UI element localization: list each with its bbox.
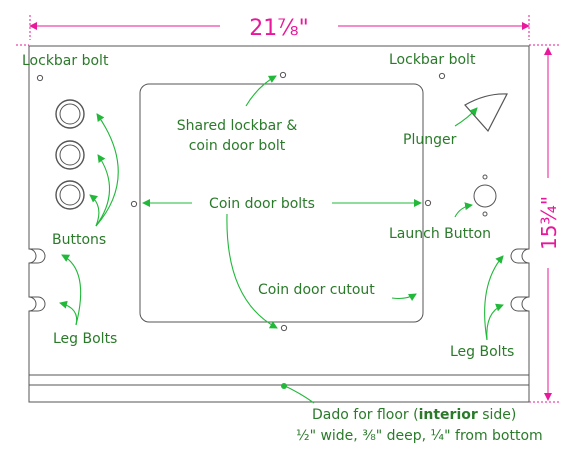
label-dado-line2: ½" wide, ⅜" deep, ¼" from bottom xyxy=(296,428,543,444)
width-dimension: 21⅞" xyxy=(29,15,530,41)
label-buttons: Buttons xyxy=(52,232,106,248)
leader-cutout xyxy=(391,293,417,302)
plunger-cutout xyxy=(464,93,508,133)
label-shared-line2: coin door bolt xyxy=(189,138,286,154)
leader-leg-right-top xyxy=(484,255,504,341)
leader-lines xyxy=(59,75,504,404)
label-lockbar-left: Lockbar bolt xyxy=(22,53,109,69)
coin-door-bolt-bottom-hole xyxy=(280,324,288,332)
leader-launch xyxy=(454,202,473,218)
leg-slot-right-bottom xyxy=(510,296,529,312)
dado-marker-dot xyxy=(281,383,287,389)
shared-bolt-hole xyxy=(279,71,287,79)
leader-button-top xyxy=(95,113,119,227)
leader-leg-right-bottom xyxy=(486,303,504,341)
button-middle xyxy=(55,140,85,170)
flipper-buttons xyxy=(55,99,85,210)
bolt-holes xyxy=(36,71,446,332)
lockbar-bolt-right-hole xyxy=(438,72,446,80)
label-plunger: Plunger xyxy=(403,132,457,148)
leg-slot-left-top xyxy=(29,248,46,264)
label-coin-door-cutout: Coin door cutout xyxy=(258,282,375,298)
button-bottom xyxy=(55,180,85,210)
leader-coin-bolt-bottom xyxy=(226,213,278,329)
launch-button xyxy=(473,174,497,217)
leader-shared-bolt xyxy=(245,75,277,107)
leader-button-middle xyxy=(95,154,111,227)
top-edge-dashes xyxy=(16,44,560,403)
label-launch-button: Launch Button xyxy=(389,226,491,242)
lockbar-bolt-left-hole xyxy=(36,74,44,82)
button-top xyxy=(55,99,85,129)
height-dimension: 15¾" xyxy=(537,47,561,401)
leg-bolt-slots xyxy=(29,248,529,312)
leader-leg-left-bottom xyxy=(59,300,78,326)
dado-groove xyxy=(29,374,529,386)
leader-plunger xyxy=(454,107,478,127)
label-dado-line1: Dado for floor (interior side) xyxy=(312,407,516,423)
width-label: 21⅞" xyxy=(249,16,308,41)
leader-dado xyxy=(284,385,315,404)
label-lockbar-right: Lockbar bolt xyxy=(389,52,476,68)
label-leg-bolts-right: Leg Bolts xyxy=(450,344,514,360)
leg-slot-left-bottom xyxy=(29,296,46,312)
leader-button-bottom xyxy=(89,194,100,227)
height-label: 15¾" xyxy=(537,196,561,250)
coin-door-bolt-left-hole xyxy=(130,200,138,208)
coin-door-bolt-right-hole xyxy=(424,199,432,207)
leader-leg-left-top xyxy=(61,254,82,326)
coin-door-cutout xyxy=(139,83,424,323)
label-shared-line1: Shared lockbar & xyxy=(177,118,298,134)
leg-slot-right-top xyxy=(510,248,529,264)
labels: Lockbar bolt Lockbar bolt Shared lockbar… xyxy=(22,52,543,444)
label-coin-door-bolts: Coin door bolts xyxy=(209,196,315,212)
label-leg-bolts-left: Leg Bolts xyxy=(53,331,117,347)
